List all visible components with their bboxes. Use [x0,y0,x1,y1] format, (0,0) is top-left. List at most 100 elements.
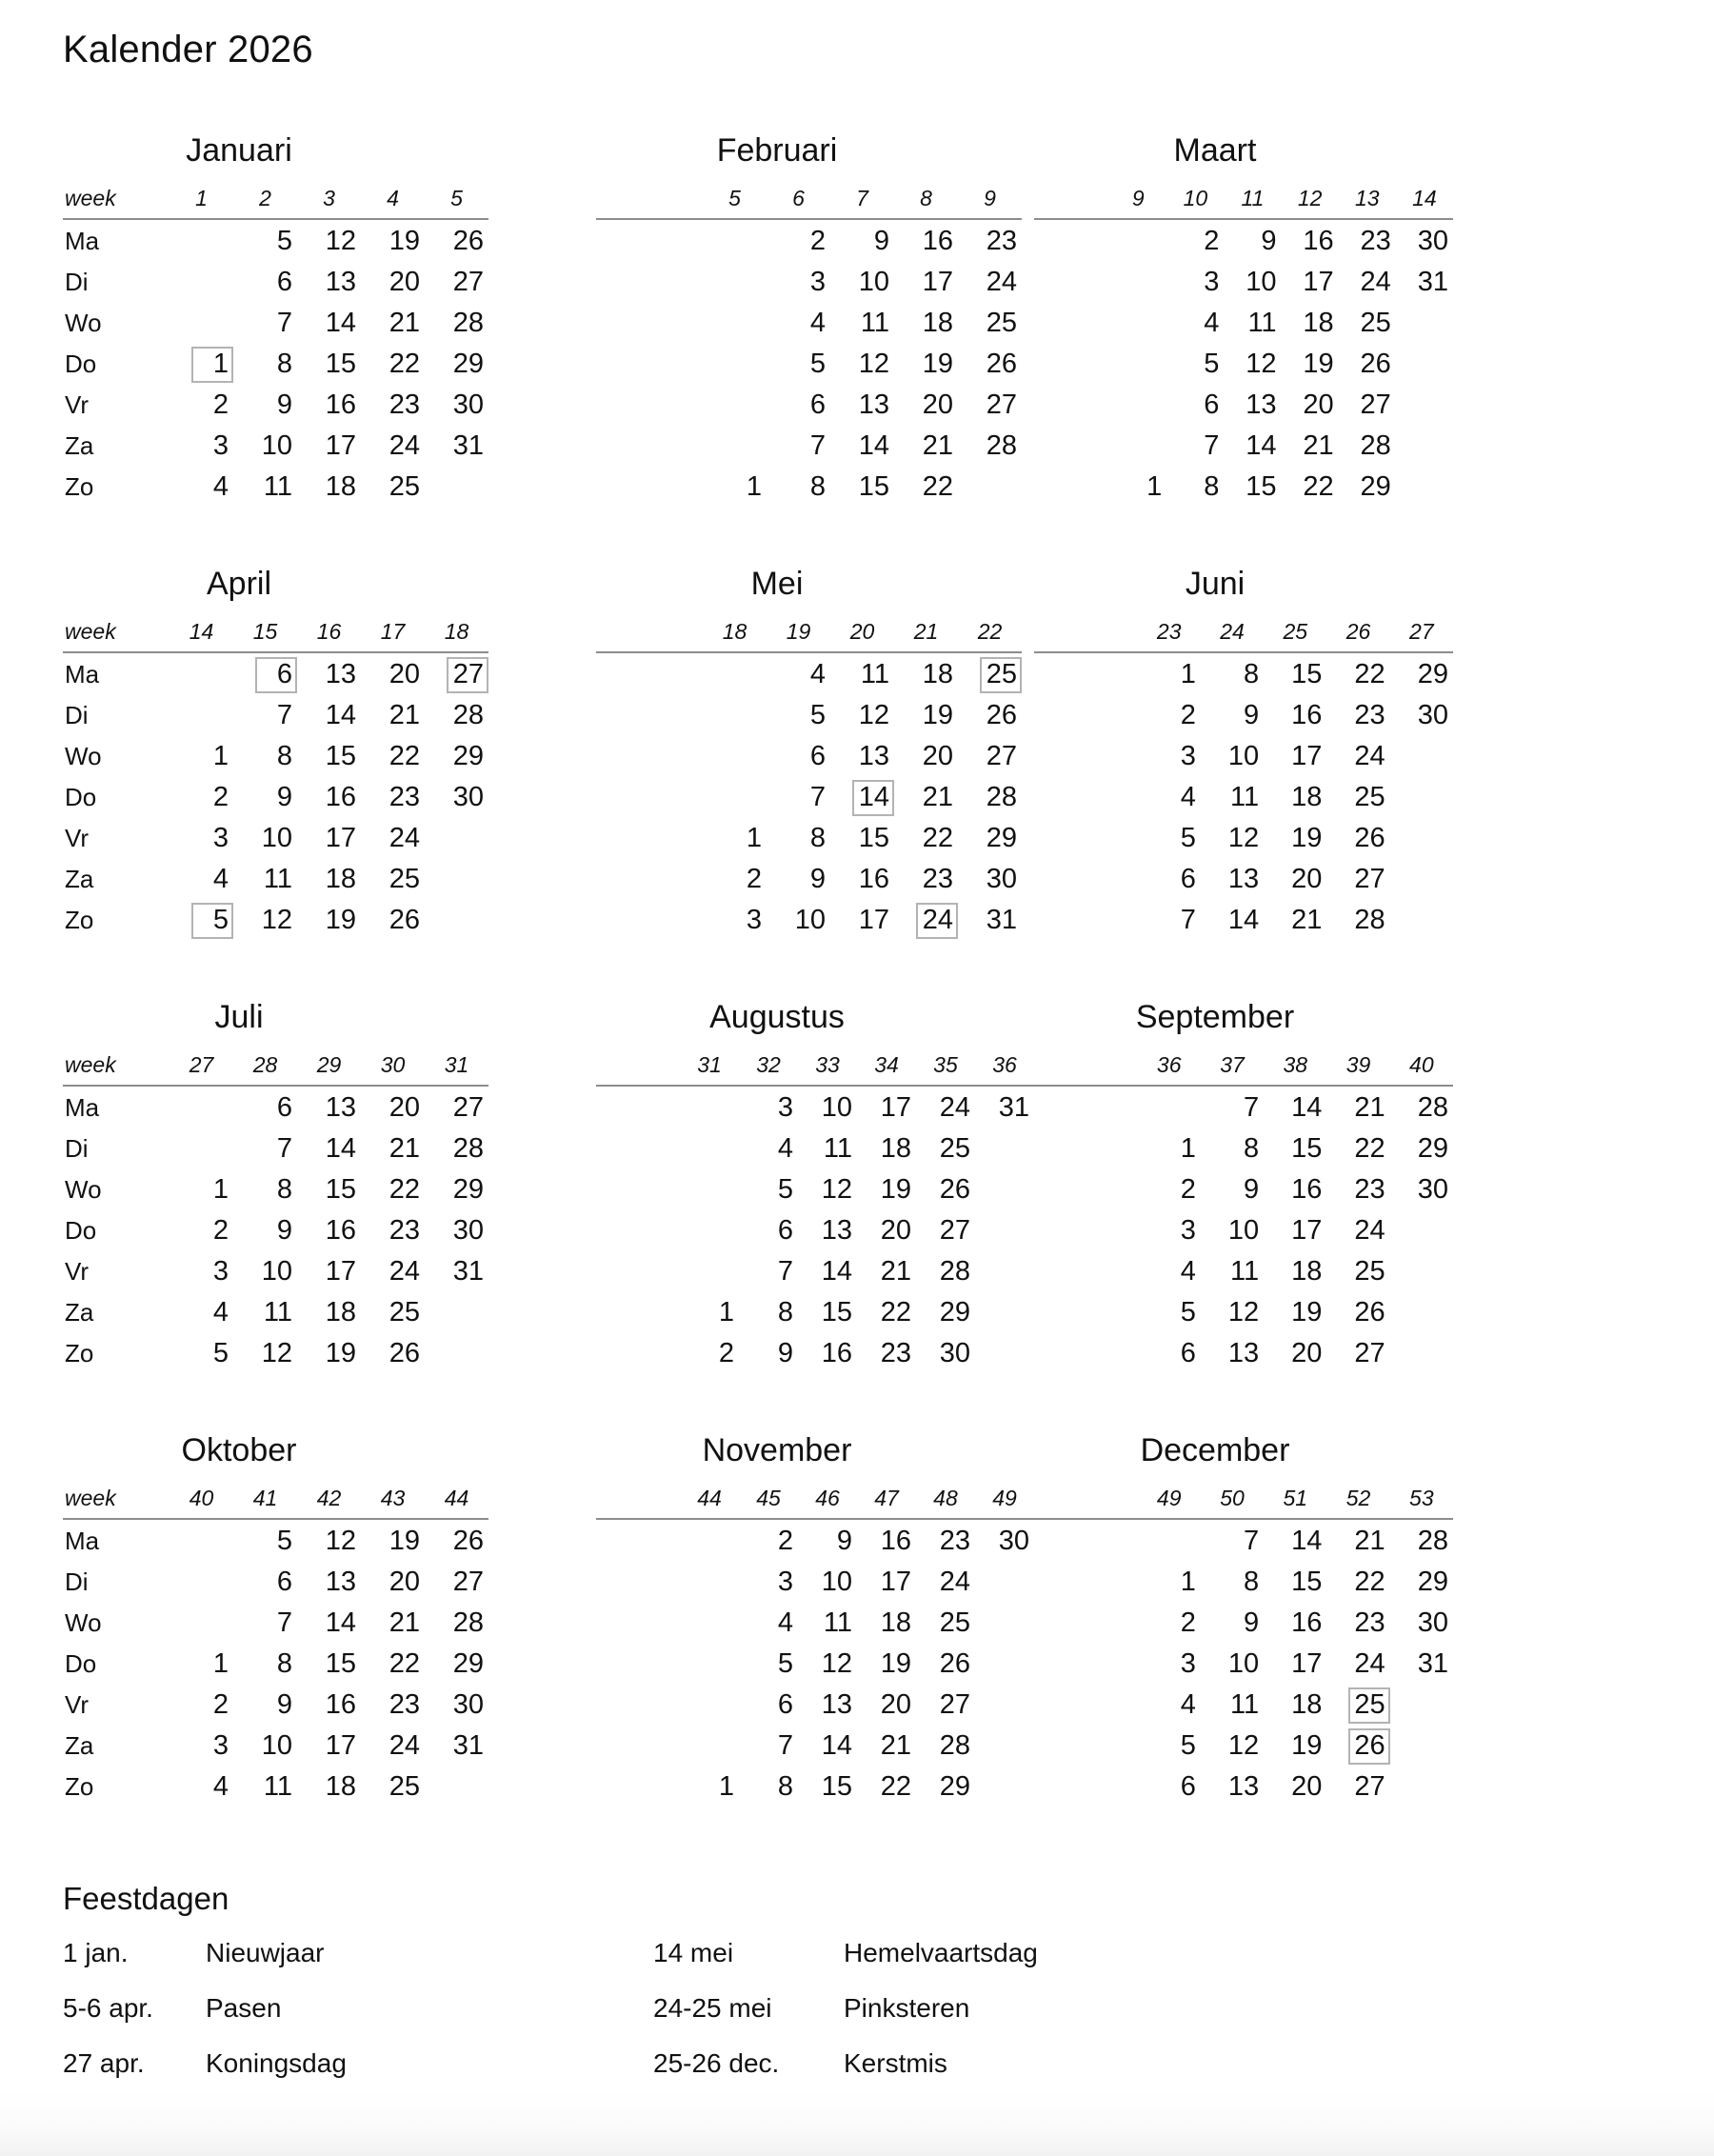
day-cell[interactable]: 26 [916,1169,975,1210]
day-cell[interactable]: 30 [958,859,1022,900]
day-cell[interactable]: 1 [680,1767,739,1807]
day-cell[interactable]: 22 [894,818,958,859]
day-cell[interactable]: 12 [233,900,297,941]
day-cell[interactable]: 18 [857,1603,916,1644]
day-cell[interactable]: 11 [1201,1685,1264,1726]
day-cell[interactable]: 15 [297,1169,361,1210]
day-cell[interactable]: 20 [894,736,958,777]
day-cell[interactable]: 25 [916,1603,975,1644]
day-cell[interactable]: 4 [169,467,233,508]
day-cell[interactable]: 16 [297,385,361,426]
day-cell[interactable]: 6 [1138,1767,1201,1807]
day-cell[interactable]: 18 [297,859,361,900]
day-cell[interactable]: 28 [958,426,1022,467]
day-cell[interactable]: 10 [1201,736,1264,777]
day-cell[interactable]: 28 [1390,1088,1453,1128]
day-cell[interactable]: 3 [767,262,830,303]
day-cell[interactable]: 27 [425,654,488,695]
day-cell[interactable]: 15 [830,818,894,859]
day-cell[interactable]: 24 [361,426,425,467]
day-cell[interactable]: 15 [830,467,894,508]
day-cell[interactable]: 13 [1224,385,1281,426]
day-cell[interactable]: 18 [297,1767,361,1807]
day-cell[interactable]: 17 [894,262,958,303]
day-cell[interactable]: 5 [1166,344,1224,385]
day-cell[interactable]: 23 [361,385,425,426]
day-cell[interactable]: 28 [425,303,488,344]
day-cell[interactable]: 14 [830,777,894,818]
day-cell[interactable]: 19 [1264,818,1326,859]
day-cell[interactable]: 27 [1326,859,1389,900]
day-cell[interactable]: 23 [361,777,425,818]
day-cell[interactable]: 8 [1201,1562,1264,1603]
day-cell[interactable]: 25 [361,859,425,900]
day-cell[interactable]: 17 [1264,1210,1326,1251]
day-cell[interactable]: 23 [1326,1169,1389,1210]
day-cell[interactable]: 24 [361,1251,425,1292]
day-cell[interactable]: 16 [297,1685,361,1726]
day-cell[interactable]: 24 [1339,262,1396,303]
day-cell[interactable]: 8 [1201,1128,1264,1169]
day-cell[interactable]: 22 [361,1644,425,1685]
day-cell[interactable]: 29 [425,344,488,385]
day-cell[interactable]: 23 [1326,695,1389,736]
day-cell[interactable]: 10 [1201,1210,1264,1251]
day-cell[interactable]: 7 [233,1128,297,1169]
day-cell[interactable]: 13 [297,1562,361,1603]
day-cell[interactable]: 31 [425,1726,488,1767]
day-cell[interactable]: 17 [1264,1644,1326,1685]
day-cell[interactable]: 23 [958,221,1022,262]
day-cell[interactable]: 9 [798,1521,857,1562]
day-cell[interactable]: 7 [233,1603,297,1644]
day-cell[interactable]: 12 [798,1644,857,1685]
day-cell[interactable]: 11 [830,654,894,695]
day-cell[interactable]: 7 [233,303,297,344]
day-cell[interactable]: 1 [680,1292,739,1333]
day-cell[interactable]: 16 [297,777,361,818]
day-cell[interactable]: 24 [1326,1210,1389,1251]
day-cell[interactable]: 17 [297,1251,361,1292]
day-cell[interactable]: 24 [1326,1644,1389,1685]
day-cell[interactable]: 9 [1224,221,1281,262]
day-cell[interactable]: 25 [1326,1251,1389,1292]
day-cell[interactable]: 14 [798,1251,857,1292]
day-cell[interactable]: 14 [297,695,361,736]
day-cell[interactable]: 15 [1224,467,1281,508]
day-cell[interactable]: 9 [1201,1603,1264,1644]
day-cell[interactable]: 3 [1138,736,1201,777]
day-cell[interactable]: 6 [233,262,297,303]
day-cell[interactable]: 26 [958,695,1022,736]
day-cell[interactable]: 6 [233,654,297,695]
day-cell[interactable]: 17 [297,1726,361,1767]
day-cell[interactable]: 9 [233,777,297,818]
day-cell[interactable]: 7 [739,1726,798,1767]
day-cell[interactable]: 21 [361,695,425,736]
day-cell[interactable]: 3 [1138,1644,1201,1685]
day-cell[interactable]: 10 [233,426,297,467]
day-cell[interactable]: 20 [894,385,958,426]
day-cell[interactable]: 13 [830,385,894,426]
day-cell[interactable]: 23 [1326,1603,1389,1644]
day-cell[interactable]: 2 [169,1685,233,1726]
day-cell[interactable]: 24 [894,900,958,941]
day-cell[interactable]: 7 [1138,900,1201,941]
day-cell[interactable]: 16 [1264,1603,1326,1644]
day-cell[interactable]: 11 [1201,777,1264,818]
day-cell[interactable]: 4 [169,1767,233,1807]
day-cell[interactable]: 26 [1339,344,1396,385]
day-cell[interactable]: 8 [233,344,297,385]
day-cell[interactable]: 29 [1390,1128,1453,1169]
day-cell[interactable]: 17 [857,1088,916,1128]
day-cell[interactable]: 14 [1201,900,1264,941]
day-cell[interactable]: 27 [425,1562,488,1603]
day-cell[interactable]: 3 [169,818,233,859]
day-cell[interactable]: 5 [1138,1292,1201,1333]
day-cell[interactable]: 11 [830,303,894,344]
day-cell[interactable]: 8 [1166,467,1224,508]
day-cell[interactable]: 28 [916,1251,975,1292]
day-cell[interactable]: 13 [297,654,361,695]
day-cell[interactable]: 6 [233,1088,297,1128]
day-cell[interactable]: 15 [798,1767,857,1807]
day-cell[interactable]: 12 [798,1169,857,1210]
day-cell[interactable]: 1 [1138,1128,1201,1169]
